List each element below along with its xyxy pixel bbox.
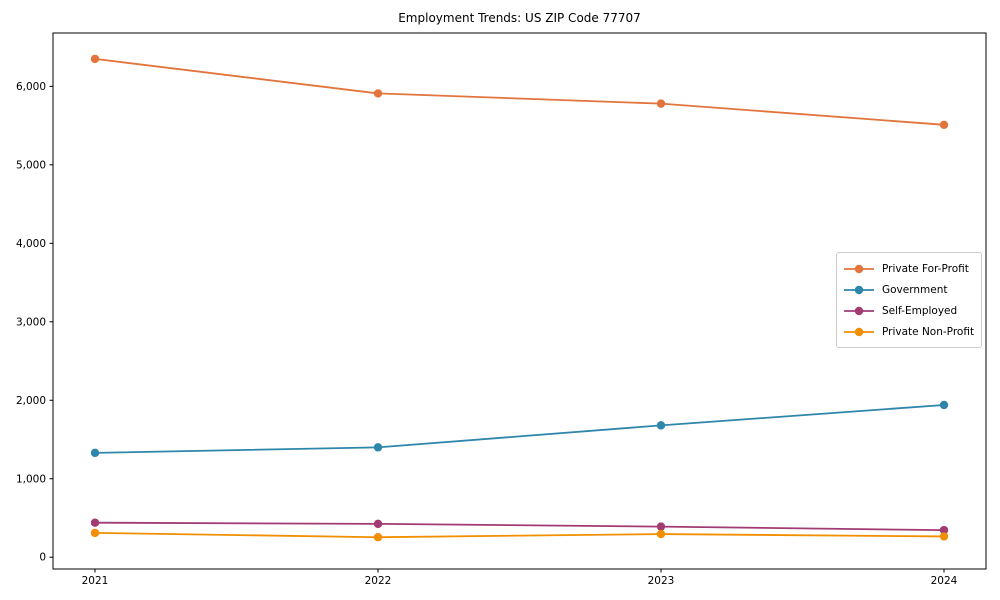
y-tick-label: 0 (39, 552, 46, 564)
chart-title: Employment Trends: US ZIP Code 77707 (398, 11, 641, 25)
series-line-government (94, 404, 945, 454)
data-point-marker (939, 532, 949, 541)
data-point-marker (90, 528, 100, 538)
data-point-marker (90, 54, 100, 64)
series-line-private-non-profit (94, 532, 945, 539)
legend-item-government: Government (843, 279, 975, 300)
data-point-marker (939, 400, 949, 410)
y-tick-label: 1,000 (16, 473, 46, 485)
data-point-marker (656, 421, 666, 430)
x-tick-label: 2021 (82, 575, 109, 587)
chart-legend: Private For-Profit Government Self-Employe… (836, 252, 982, 348)
y-tick-label: 4,000 (16, 238, 46, 250)
x-tick-label: 2022 (365, 575, 392, 587)
data-point-marker (90, 448, 100, 458)
data-point-marker (373, 519, 383, 529)
y-tick-label: 6,000 (16, 81, 46, 93)
y-tick-label: 3,000 (16, 316, 46, 328)
data-point-marker (373, 533, 383, 542)
data-point-marker (656, 99, 666, 108)
series-line-self-employed (94, 521, 945, 532)
x-tick-label: 2024 (931, 575, 958, 587)
y-tick-label: 2,000 (16, 395, 46, 407)
legend-line-marker-icon (844, 306, 874, 315)
y-tick-label: 5,000 (16, 159, 46, 171)
data-point-marker (90, 518, 100, 527)
data-point-marker (939, 525, 949, 535)
legend-item-private-for-profit: Private For-Profit (843, 258, 975, 279)
legend-item-private-non-profit: Private Non-Profit (843, 321, 975, 342)
x-tick-label: 2023 (648, 575, 675, 587)
data-point-marker (373, 443, 383, 452)
legend-line-marker-icon (844, 285, 874, 294)
legend-label: Self-Employed (882, 304, 958, 317)
data-point-marker (656, 529, 666, 539)
data-point-marker (373, 89, 383, 98)
data-point-marker (939, 120, 949, 130)
legend-line-marker-icon (844, 264, 874, 273)
data-point-marker (656, 522, 666, 531)
legend-label: Government (882, 283, 948, 296)
series-line-private-for-profit (94, 57, 945, 126)
legend-line-marker-icon (844, 327, 874, 336)
legend-item-self-employed: Self-Employed (843, 300, 975, 321)
legend-label: Private For-Profit (882, 262, 969, 275)
plot-spines (52, 32, 987, 570)
legend-label: Private Non-Profit (882, 325, 975, 338)
